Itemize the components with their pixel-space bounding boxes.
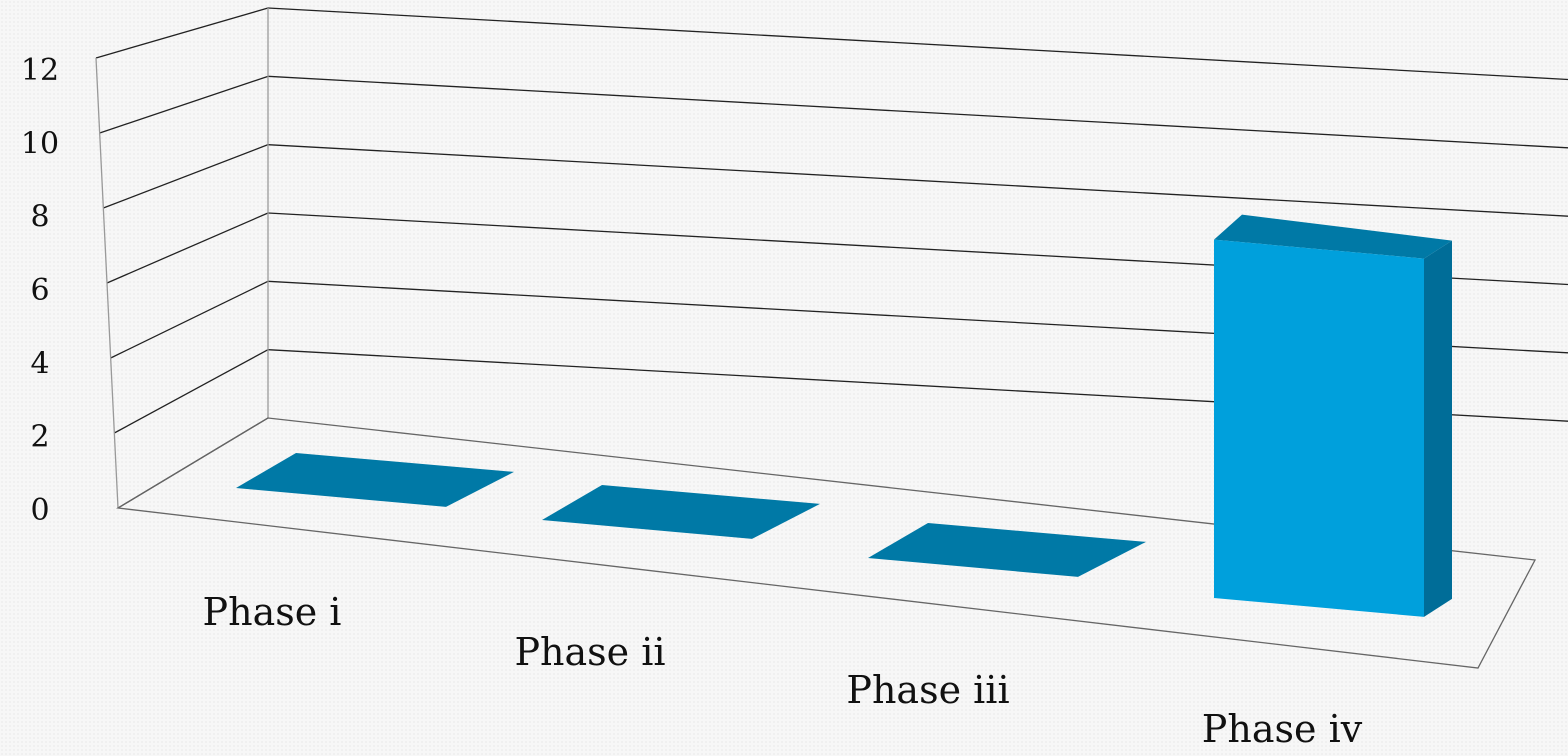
bar-top <box>542 485 820 539</box>
bar-front <box>1214 239 1424 617</box>
y-tick-label: 8 <box>30 200 49 235</box>
y-tick-labels: 0 2 4 6 8 10 12 <box>21 53 59 528</box>
bar-1 <box>236 453 514 507</box>
grid-lines <box>95 7 1568 509</box>
axes <box>95 8 1537 669</box>
bar-side <box>1424 240 1452 617</box>
bars <box>236 214 1452 617</box>
bar-2 <box>542 485 820 539</box>
x-category-label: Phase i <box>203 590 342 634</box>
x-category-label: Phase iii <box>846 668 1009 712</box>
x-category-label: Phase iv <box>1202 707 1363 751</box>
bar-top <box>236 453 514 507</box>
gridline-left <box>95 7 269 59</box>
bar-3 <box>868 523 1146 577</box>
gridline-left <box>106 212 269 284</box>
gridline-left <box>110 280 269 359</box>
gridline-left <box>99 75 269 134</box>
y-tick-label: 0 <box>30 493 49 528</box>
gridline-back <box>267 75 1568 149</box>
gridline-back <box>267 7 1568 81</box>
floor-plane <box>116 417 1537 669</box>
y-tick-label: 4 <box>30 346 49 381</box>
gridline-left <box>114 349 269 434</box>
bar-top <box>1214 214 1452 259</box>
bar-4 <box>1214 214 1452 617</box>
y-tick-label: 2 <box>30 420 49 455</box>
left-wall-front-edge <box>95 57 119 509</box>
y-tick-label: 6 <box>30 273 49 308</box>
y-tick-label: 12 <box>21 53 59 88</box>
y-tick-label: 10 <box>21 126 59 161</box>
bar-top <box>868 523 1146 577</box>
gridline-back <box>267 144 1568 217</box>
category-labels: Phase i Phase ii Phase iii Phase iv <box>203 590 1363 751</box>
x-category-label: Phase ii <box>514 630 665 674</box>
gridline-left <box>103 144 269 209</box>
